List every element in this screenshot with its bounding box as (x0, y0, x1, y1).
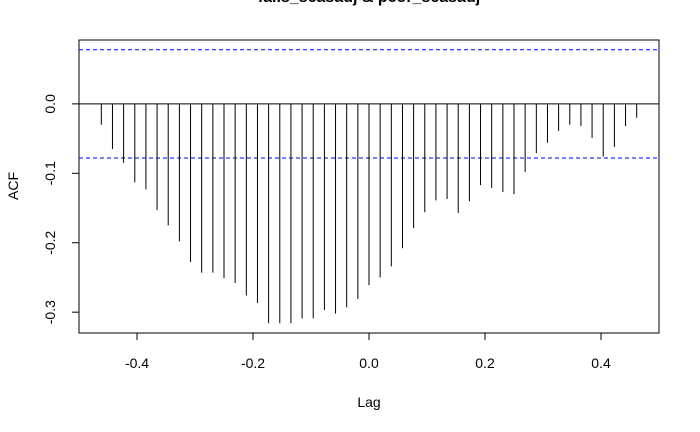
y-tick-label: -0.3 (42, 300, 58, 324)
x-tick-label: -0.4 (125, 355, 149, 371)
x-tick-label: -0.2 (241, 355, 265, 371)
y-axis-label: ACF (5, 172, 21, 200)
chart-title: falls_seasadj & pcor_seasadj (258, 0, 480, 6)
y-tick-label: 0.0 (42, 94, 58, 114)
x-tick-label: 0.4 (591, 355, 611, 371)
y-tick-label: -0.2 (42, 230, 58, 254)
y-tick-label: -0.1 (42, 161, 58, 185)
x-tick-label: 0.2 (475, 355, 495, 371)
x-tick-label: 0.0 (359, 355, 379, 371)
x-axis-label: Lag (357, 394, 380, 410)
